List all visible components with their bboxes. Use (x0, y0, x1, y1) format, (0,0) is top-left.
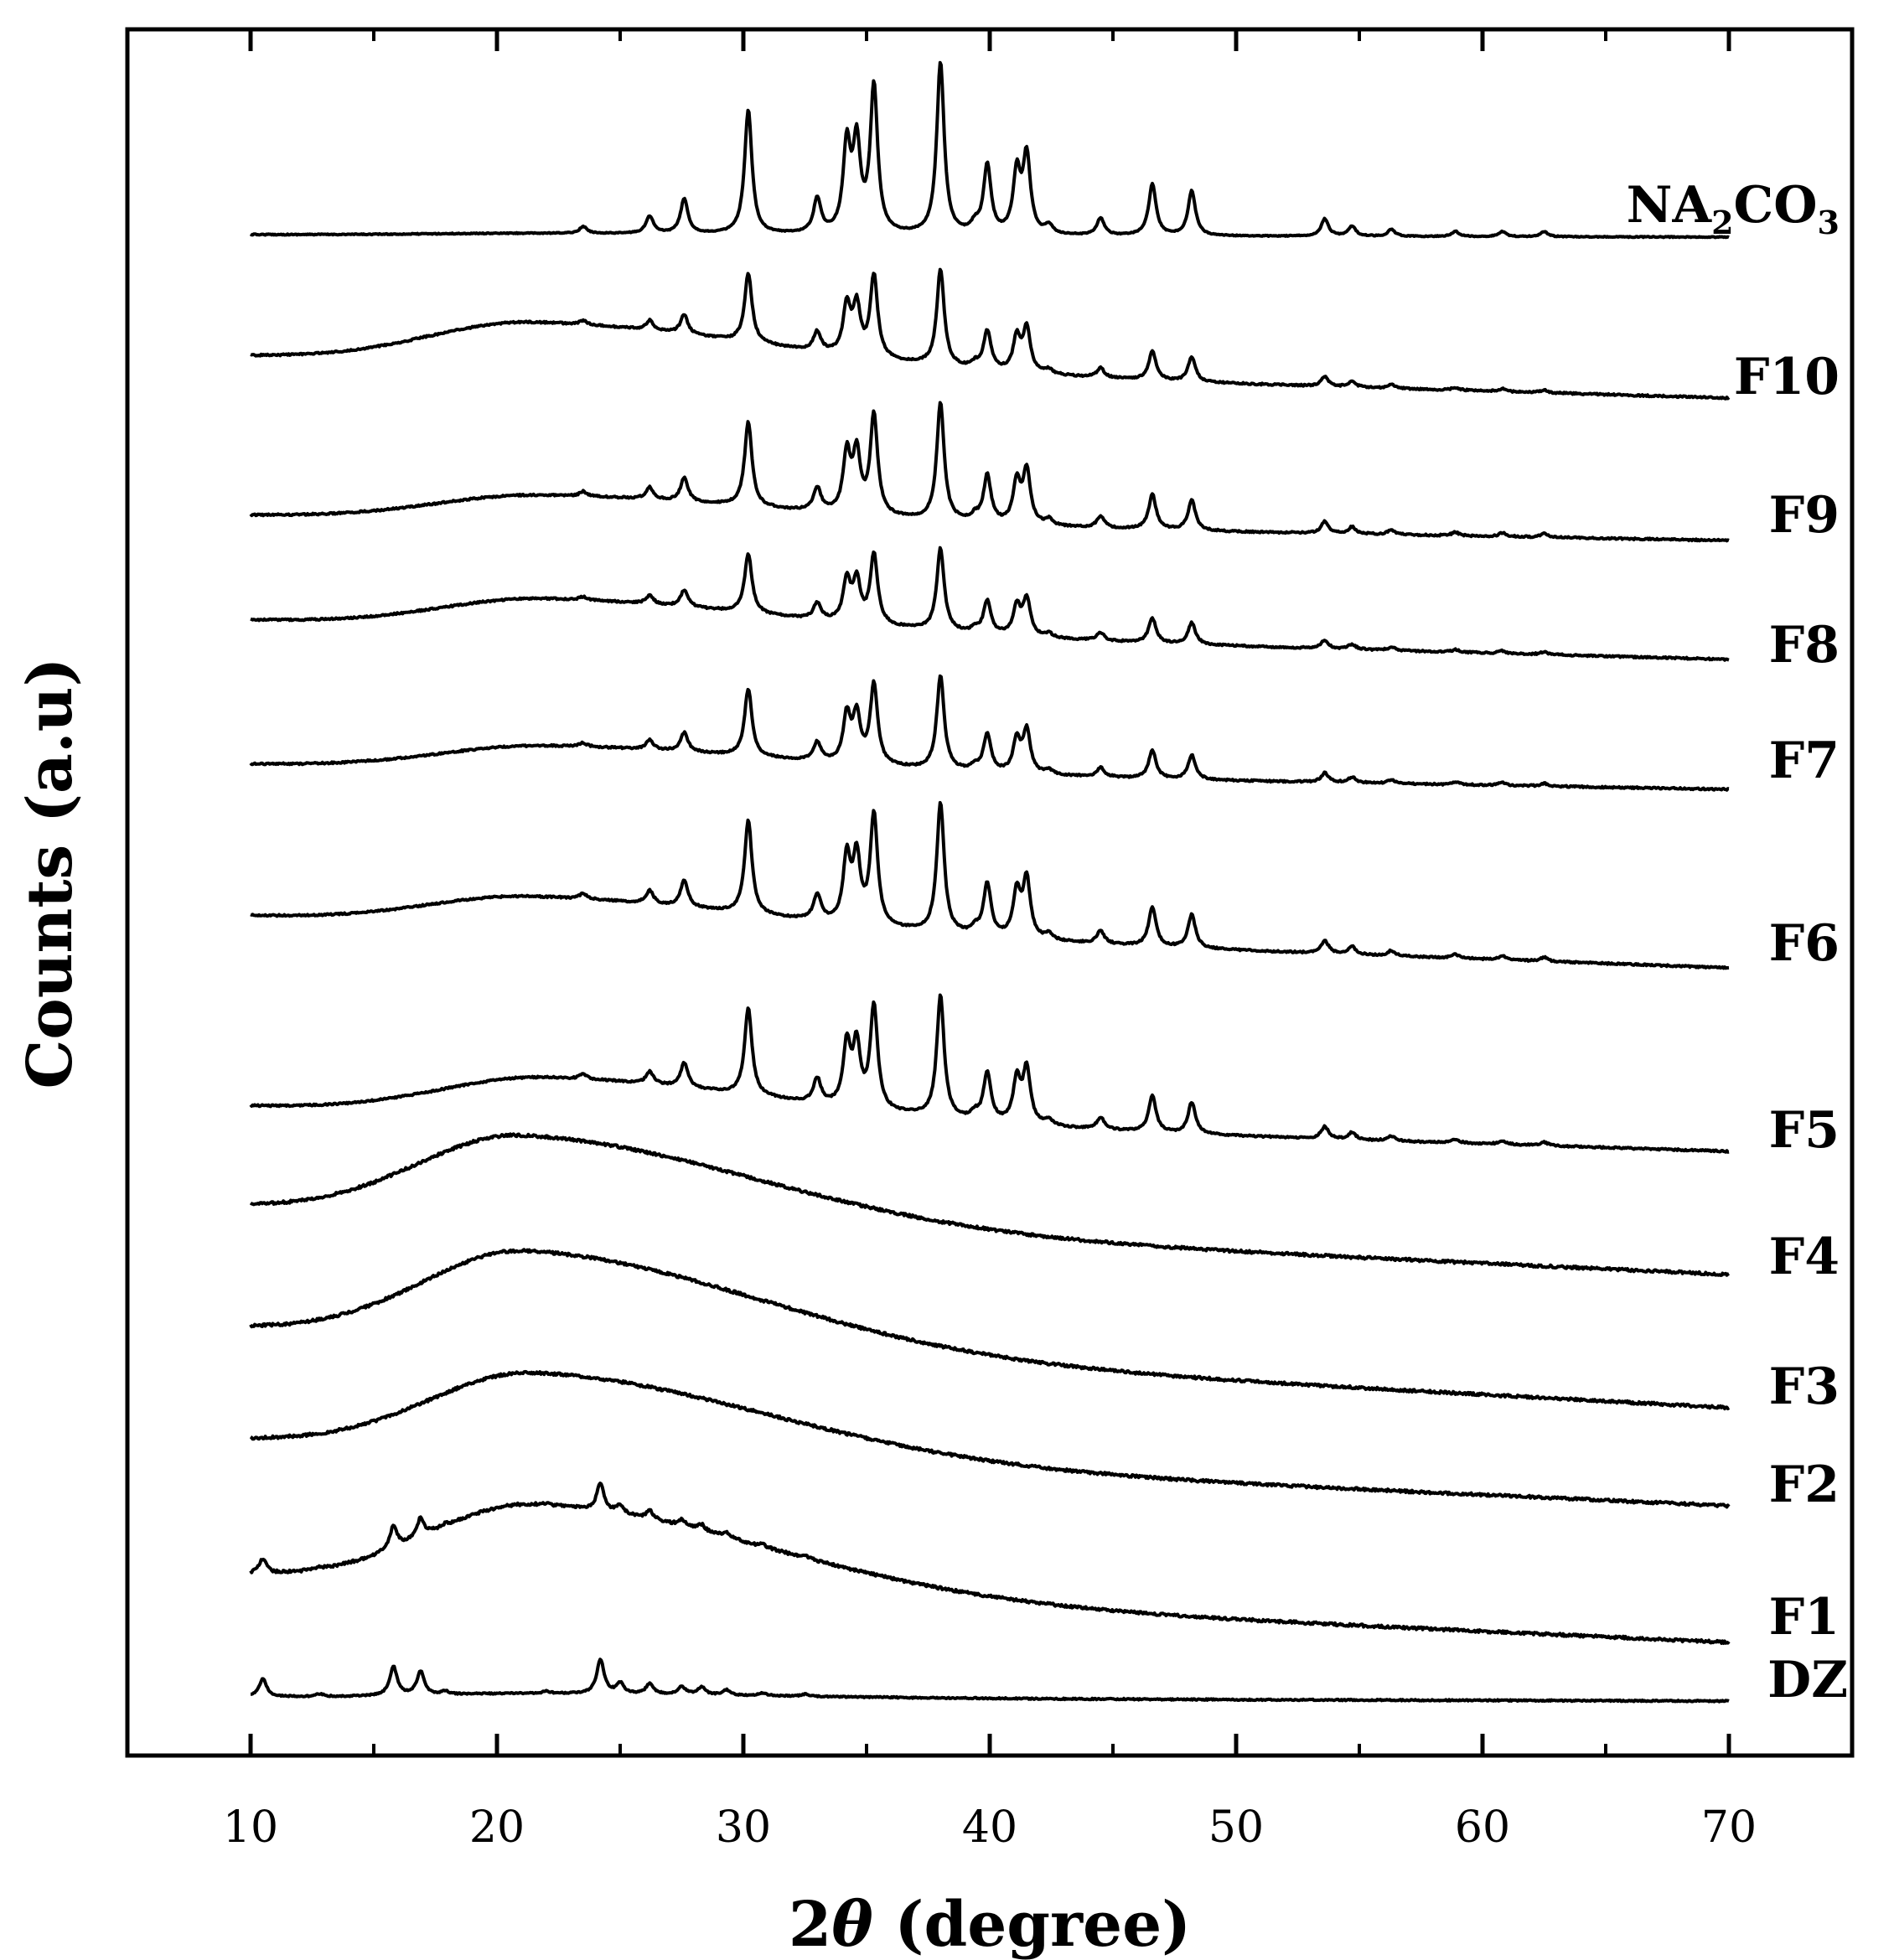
x-tick-label-70: 70 (1701, 1802, 1757, 1853)
x-axis-title-prefix: 2 (789, 1889, 832, 1960)
trace-f9 (249, 401, 1730, 543)
trace-f6 (250, 800, 1730, 970)
x-tick-label-60: 60 (1455, 1802, 1510, 1853)
x-tick-label-40: 40 (962, 1802, 1017, 1853)
series-label-na2co3: NA2CO3 (1627, 176, 1840, 241)
series-label-dz: DZ (1767, 1651, 1848, 1709)
x-axis-ticks (126, 29, 1854, 1756)
x-axis-title-rest: (degree) (873, 1889, 1192, 1960)
series-label-f10: F10 (1734, 348, 1840, 406)
trace-f4 (249, 1132, 1730, 1277)
trace-dz (250, 1657, 1730, 1704)
trace-f1 (249, 1482, 1731, 1645)
trace-f2 (249, 1369, 1731, 1509)
trace-f10 (250, 267, 1731, 401)
trace-f5 (249, 993, 1730, 1154)
series-label-f5: F5 (1769, 1101, 1840, 1160)
x-axis-title: 2θ (degree) (789, 1889, 1191, 1960)
series-label-f7: F7 (1769, 732, 1840, 790)
series-label-f2: F2 (1769, 1456, 1840, 1514)
series-label-f4: F4 (1769, 1228, 1840, 1286)
series-label-f9: F9 (1769, 486, 1840, 545)
x-tick-label-20: 20 (469, 1802, 525, 1853)
x-tick-label-10: 10 (223, 1802, 278, 1853)
x-tick-label-30: 30 (716, 1802, 771, 1853)
x-axis-title-theta: θ (831, 1889, 873, 1960)
x-tick-label-50: 50 (1208, 1802, 1264, 1853)
series-label-f1: F1 (1769, 1588, 1840, 1647)
series-label-f3: F3 (1769, 1358, 1840, 1416)
x-axis-tick-labels: 10 20 30 40 50 60 70 (223, 1802, 1757, 1853)
trace-f7 (249, 674, 1730, 792)
series-label-f6: F6 (1769, 914, 1840, 973)
y-axis-title: Counts (a.u) (14, 657, 86, 1089)
series-label-f8: F8 (1769, 616, 1840, 675)
trace-f3 (249, 1248, 1731, 1411)
series-traces (249, 60, 1731, 1704)
trace-na2co3 (249, 60, 1730, 240)
trace-f8 (250, 546, 1730, 662)
